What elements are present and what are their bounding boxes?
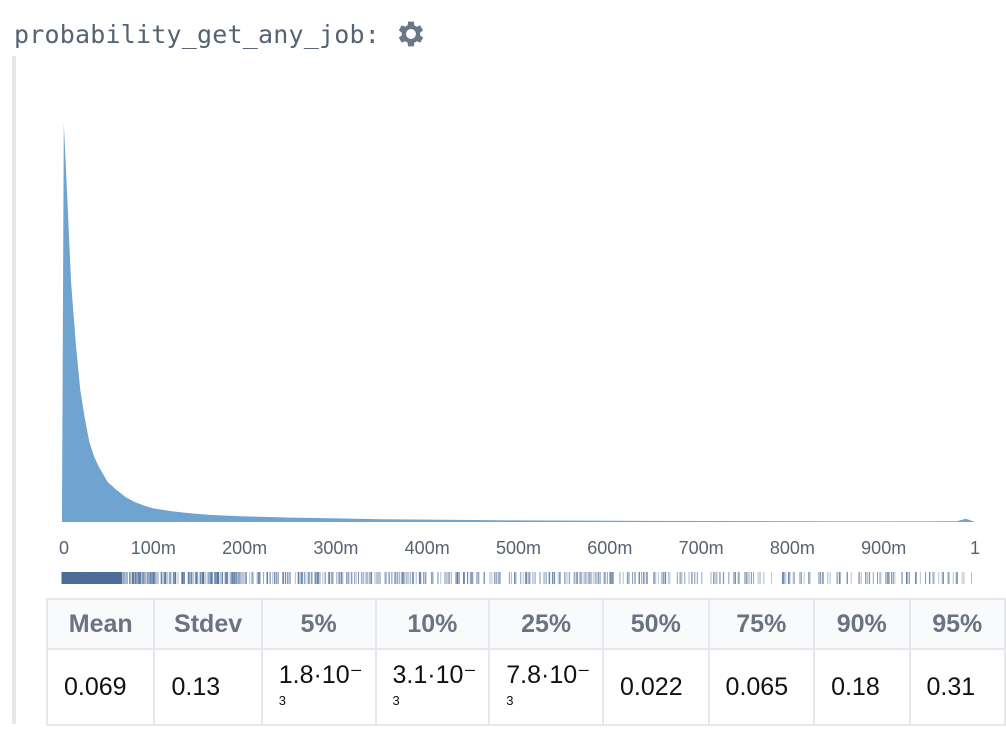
stats-value-cell: 0.18 bbox=[813, 648, 911, 726]
stats-value-cell: 0.069 bbox=[45, 648, 156, 726]
stats-header-cell: 10% bbox=[374, 598, 491, 650]
stats-value-cell: 0.022 bbox=[602, 648, 710, 726]
stats-value-cell: 0.13 bbox=[153, 648, 263, 726]
stats-header-cell: 90% bbox=[813, 598, 911, 650]
x-tick-label: 600m bbox=[587, 538, 632, 558]
rug-plot bbox=[61, 572, 972, 584]
stats-value-main: 1.8·10⁻ bbox=[278, 660, 363, 689]
stats-value-main: 0.022 bbox=[620, 672, 683, 701]
plot-area bbox=[62, 123, 975, 522]
left-border bbox=[12, 56, 16, 724]
stats-header-cell: Mean bbox=[45, 598, 156, 650]
distribution-chart: 0 100m 200m 300m 400m 500m 600m 700m 800m 900m 1 bbox=[59, 123, 980, 584]
stats-header-cell: 25% bbox=[488, 598, 605, 650]
stats-value-main: 3.1·10⁻ bbox=[392, 660, 477, 689]
x-tick-label: 700m bbox=[679, 538, 724, 558]
stats-value-exponent: 3 bbox=[506, 692, 514, 708]
x-tick-label: 100m bbox=[131, 538, 176, 558]
gear-icon[interactable] bbox=[394, 17, 428, 51]
stats-value-main: 0.13 bbox=[171, 672, 221, 701]
x-tick-label: 900m bbox=[861, 538, 906, 558]
stats-value-main: 7.8·10⁻ bbox=[506, 660, 591, 689]
stats-value-row: 0.069 0.13 1.8·10⁻ 3 3.1·10⁻ 3 7.8·10⁻ 3 0.022 0.… bbox=[45, 648, 1006, 726]
stats-header-row: Mean Stdev 5% 10% 25% 50% 75% 90% 95% bbox=[45, 598, 1006, 650]
density-area bbox=[62, 123, 975, 522]
summary-stats-table: Mean Stdev 5% 10% 25% 50% 75% 90% 95% 0.069 0.13 1… bbox=[45, 598, 1006, 726]
stats-header-cell: 50% bbox=[602, 598, 710, 650]
stats-value-exponent: 3 bbox=[278, 692, 286, 708]
x-tick-label: 400m bbox=[405, 538, 450, 558]
stats-header-cell: 5% bbox=[260, 598, 377, 650]
stats-value-cell: 0.065 bbox=[707, 648, 816, 726]
x-tick-label: 800m bbox=[770, 538, 815, 558]
stats-value-cell: 3.1·10⁻ 3 bbox=[374, 648, 491, 726]
x-tick-label: 0 bbox=[59, 538, 69, 558]
x-tick-label: 500m bbox=[496, 538, 541, 558]
x-tick-label: 200m bbox=[222, 538, 267, 558]
x-tick-label: 1 bbox=[970, 538, 980, 558]
x-tick-label: 300m bbox=[313, 538, 358, 558]
variable-name: probability_get_any_job: bbox=[14, 19, 381, 49]
stats-header-cell: 95% bbox=[908, 598, 1006, 650]
stats-value-main: 0.18 bbox=[831, 672, 880, 701]
stats-value-exponent: 3 bbox=[392, 692, 400, 708]
stats-value-main: 0.065 bbox=[725, 672, 789, 701]
stats-value-cell: 7.8·10⁻ 3 bbox=[488, 648, 605, 726]
stats-header-cell: Stdev bbox=[153, 598, 263, 650]
x-axis-ticks: 0 100m 200m 300m 400m 500m 600m 700m 800m 900m 1 bbox=[59, 538, 980, 558]
stats-value-main: 0.31 bbox=[926, 672, 976, 701]
stats-header-cell: 75% bbox=[707, 598, 816, 650]
stats-value-main: 0.069 bbox=[64, 672, 127, 701]
stats-value-cell: 1.8·10⁻ 3 bbox=[260, 648, 377, 726]
stats-value-cell: 0.31 bbox=[908, 648, 1006, 726]
variable-header: probability_get_any_job: bbox=[14, 14, 428, 54]
